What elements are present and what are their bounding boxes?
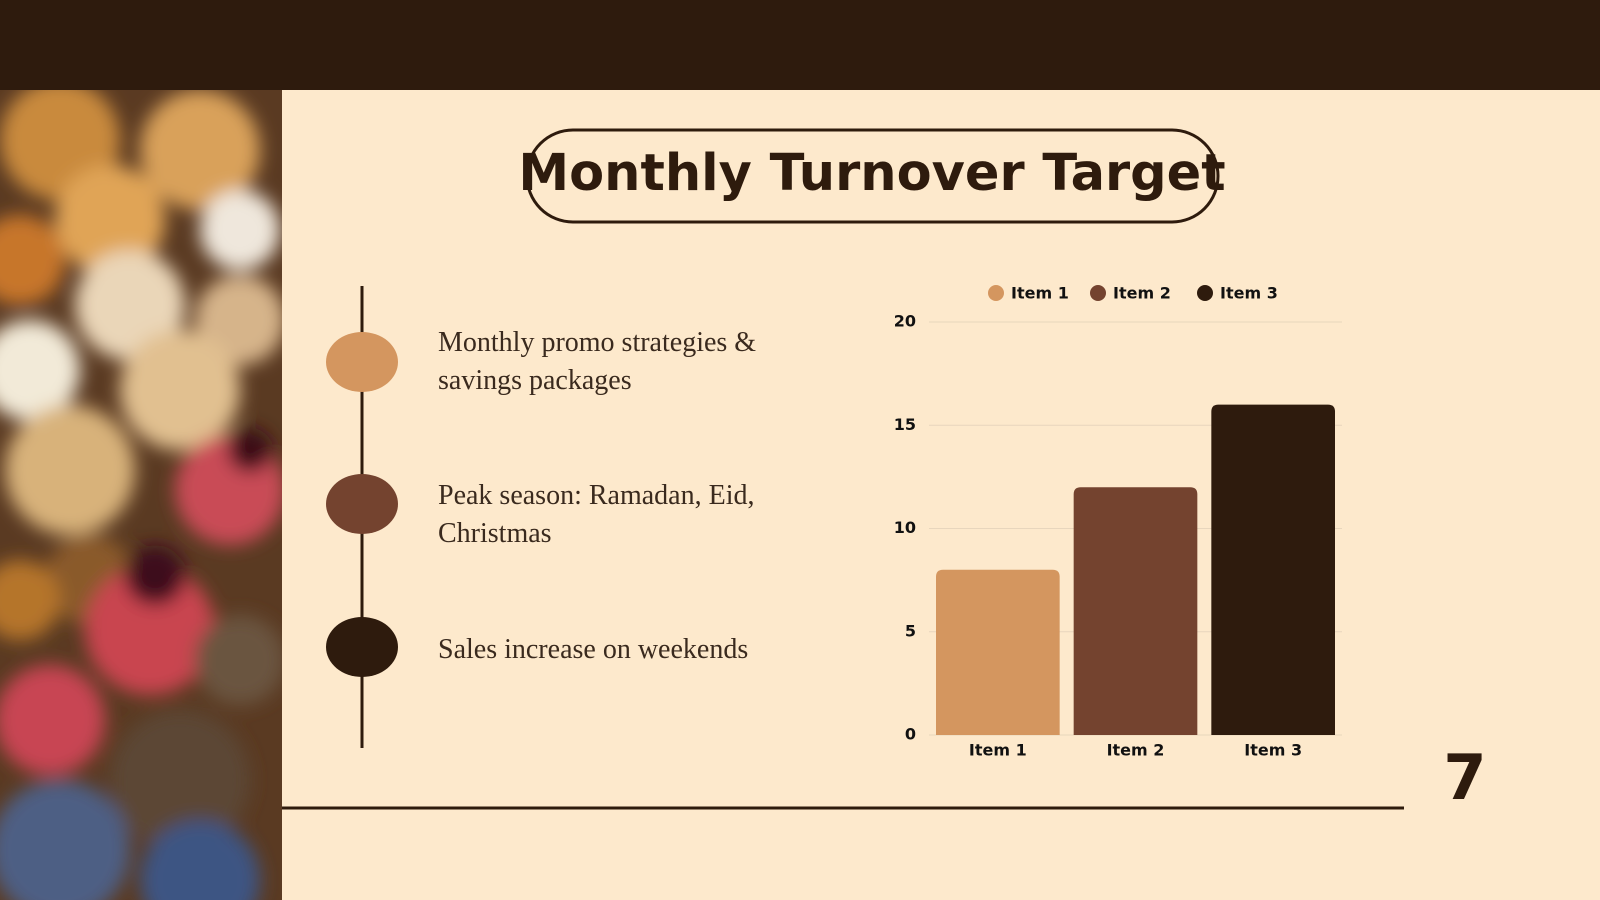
legend-swatch (1197, 285, 1213, 301)
bar (1073, 487, 1198, 735)
y-tick-label: 0 (905, 725, 916, 744)
y-tick-label: 10 (894, 518, 916, 537)
legend-label: Item 1 (1011, 284, 1069, 303)
x-tick-label: Item 3 (1244, 741, 1302, 760)
slide-title: Monthly Turnover Target (518, 144, 1225, 203)
pastry-photo (0, 90, 282, 900)
x-tick-label: Item 2 (1107, 741, 1165, 760)
title-pill (525, 128, 1220, 224)
y-tick-label: 5 (905, 621, 916, 640)
x-tick-label: Item 1 (969, 741, 1027, 760)
bullet-text: Peak season: Ramadan, Eid, Christmas (438, 480, 755, 549)
page-number: 7 (1443, 741, 1486, 814)
bar (936, 569, 1060, 735)
legend-label: Item 3 (1220, 284, 1278, 303)
legend-swatch (1090, 285, 1106, 301)
legend-label: Item 2 (1113, 284, 1171, 303)
bar-chart: 0 5 10 15 20 Item 1 Item 2 Item 3 Item 1 Item 2 It… (894, 284, 1342, 760)
bullet-text: Sales increase on weekends (438, 634, 749, 665)
timeline-dot (326, 474, 398, 534)
bullet-text: Monthly promo strategies & savings packa… (438, 327, 757, 396)
timeline-dot (326, 332, 398, 392)
y-tick-label: 20 (894, 312, 916, 331)
bar (1211, 404, 1335, 735)
y-tick-label: 15 (894, 415, 916, 434)
timeline-dot (326, 617, 398, 677)
top-bar (0, 0, 1600, 90)
legend-swatch (988, 285, 1004, 301)
